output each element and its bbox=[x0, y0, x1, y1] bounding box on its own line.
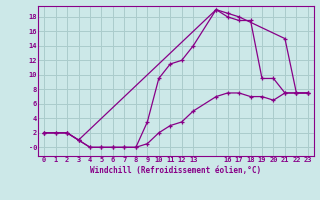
X-axis label: Windchill (Refroidissement éolien,°C): Windchill (Refroidissement éolien,°C) bbox=[91, 166, 261, 175]
